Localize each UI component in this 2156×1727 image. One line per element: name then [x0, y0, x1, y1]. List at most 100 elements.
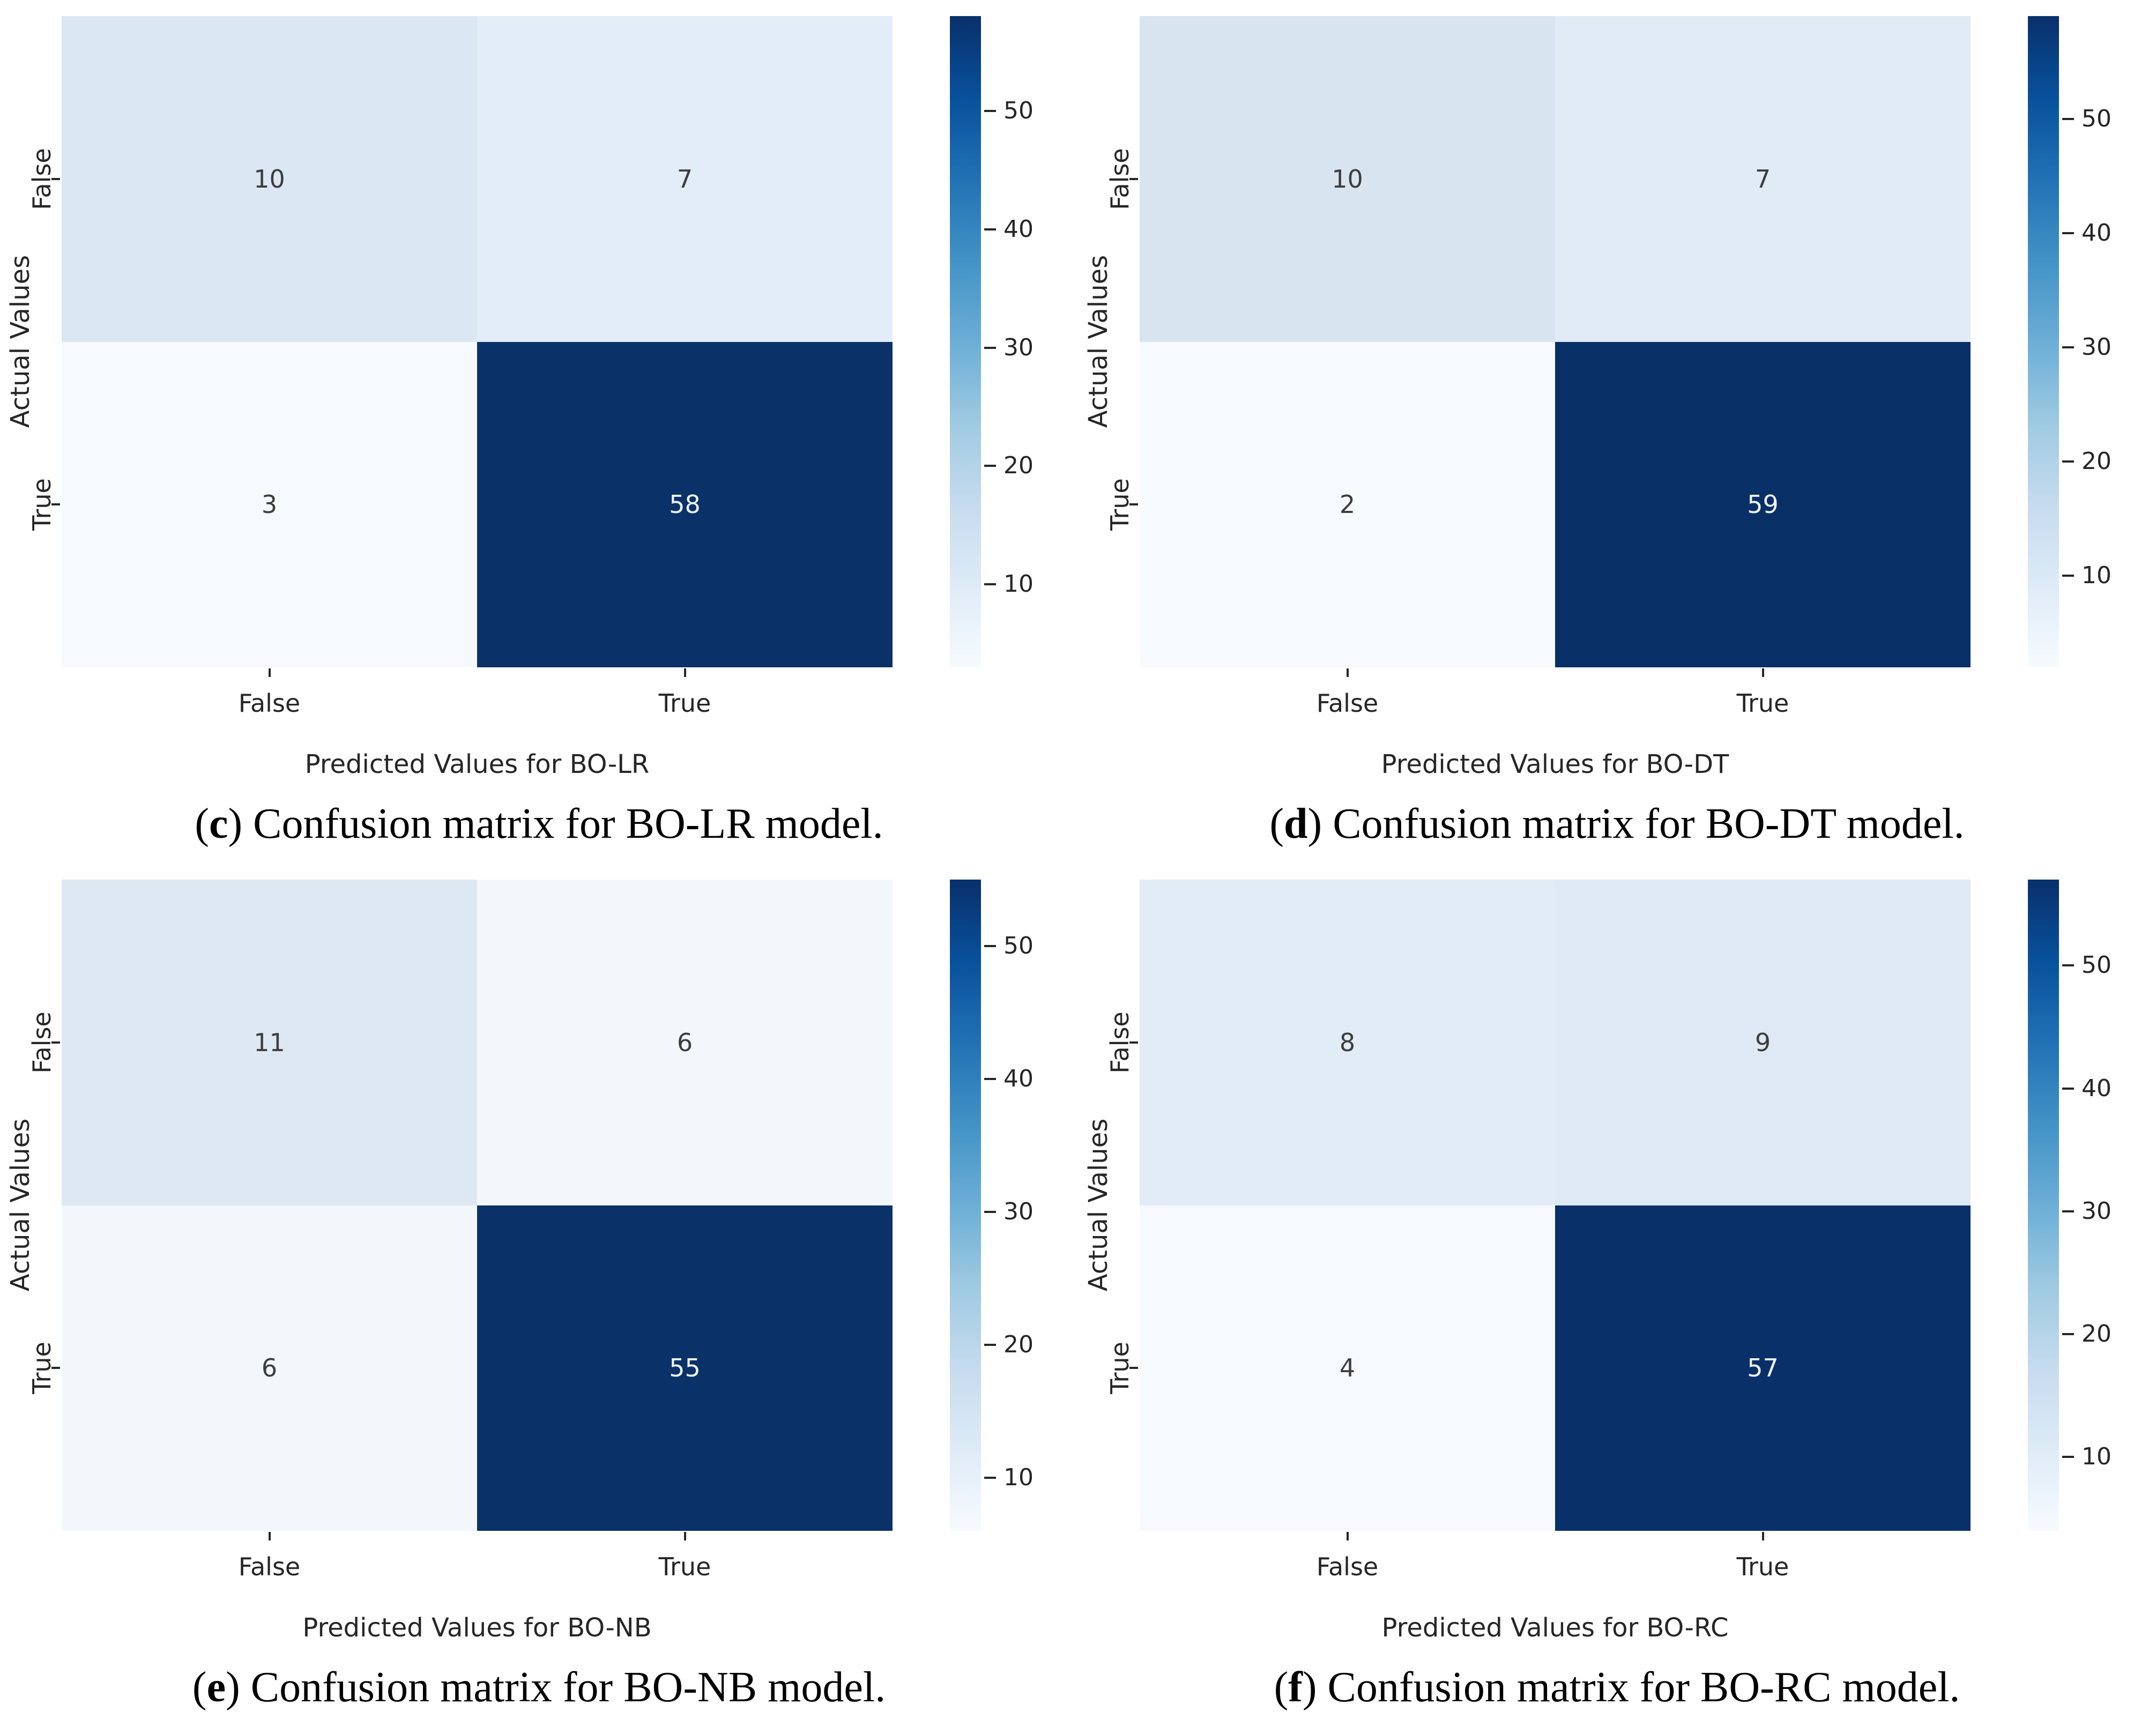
y-tick-mark — [1129, 503, 1138, 506]
y-tick-mark — [51, 177, 60, 180]
heatmap: 8 9 4 57 — [1140, 880, 1971, 1531]
colorbar-tick-label: 20 — [1003, 1330, 1034, 1358]
panel-caption: (d) Confusion matrix for BO-DT model. — [1269, 800, 1964, 848]
colorbar-tick-mark — [984, 1077, 996, 1080]
colorbar-tick-mark — [984, 1343, 996, 1346]
colorbar-tick-label: 10 — [1003, 1463, 1034, 1491]
caption-text: ) Confusion matrix for BO-NB model. — [226, 1664, 886, 1711]
caption-paren-open: ( — [195, 800, 210, 847]
colorbar-tick-mark — [984, 1476, 996, 1479]
heatmap-cell: 58 — [477, 341, 893, 667]
confusion-matrix-panel-e: Actual Values 11 6 6 55 Predicted Values fo… — [0, 863, 1078, 1727]
cell-value: 59 — [1747, 490, 1779, 519]
heatmap-cell: 7 — [477, 16, 893, 342]
heatmap-cell: 7 — [1555, 16, 1971, 342]
cell-value: 9 — [1754, 1028, 1771, 1057]
colorbar-tick-mark — [2062, 1210, 2074, 1212]
x-tick-mark — [268, 668, 271, 677]
heatmap-cell: 6 — [477, 880, 893, 1205]
heatmap: 10 7 3 58 — [62, 16, 893, 667]
heatmap-cell: 10 — [62, 16, 477, 342]
cell-value: 4 — [1339, 1353, 1356, 1383]
x-tick-label: False — [238, 689, 301, 718]
cell-value: 58 — [669, 490, 701, 519]
colorbar-tick-mark — [984, 583, 996, 586]
colorbar-tick-label: 20 — [2081, 448, 2112, 475]
colorbar-tick-label: 20 — [2081, 1320, 2112, 1348]
colorbar-tick-mark — [2062, 1333, 2074, 1336]
x-tick-mark — [1761, 668, 1764, 677]
heatmap-cell: 59 — [1555, 341, 1971, 667]
colorbar-tick-mark — [984, 346, 996, 349]
panel-caption: (e) Confusion matrix for BO-NB model. — [192, 1663, 886, 1712]
colorbar-tick-label: 30 — [1003, 1197, 1034, 1225]
colorbar-ticks: 10 20 30 40 50 — [2062, 16, 2153, 667]
y-tick-mark — [1129, 1041, 1138, 1044]
y-axis-label: Actual Values — [5, 255, 35, 428]
caption-paren-open: ( — [1269, 800, 1284, 847]
panel-caption: (c) Confusion matrix for BO-LR model. — [195, 800, 883, 848]
y-tick-mark — [51, 1041, 60, 1044]
colorbar-tick-mark — [984, 944, 996, 947]
panel-caption: (f) Confusion matrix for BO-RC model. — [1274, 1663, 1960, 1712]
cell-value: 2 — [1339, 490, 1356, 519]
colorbar-tick-mark — [984, 109, 996, 112]
cell-value: 55 — [669, 1353, 701, 1383]
heatmap: 11 6 6 55 — [62, 880, 893, 1531]
caption-letter: d — [1284, 800, 1308, 847]
colorbar-tick-mark — [2062, 964, 2074, 967]
caption-paren-open: ( — [192, 1664, 207, 1711]
x-axis-label: Predicted Values for BO-NB — [302, 1613, 652, 1643]
colorbar-tick-label: 40 — [1003, 1065, 1034, 1092]
x-axis-label: Predicted Values for BO-RC — [1381, 1613, 1729, 1643]
caption-text: ) Confusion matrix for BO-LR model. — [228, 800, 883, 847]
x-tick-label: True — [658, 1552, 711, 1581]
confusion-matrix-panel-c: Actual Values 10 7 3 58 Predicted Values fo… — [0, 0, 1078, 863]
colorbar-tick-label: 30 — [2081, 333, 2112, 361]
cell-value: 7 — [676, 164, 693, 193]
colorbar-tick-mark — [2062, 1456, 2074, 1458]
y-tick-mark — [1129, 1367, 1138, 1369]
colorbar-tick-label: 50 — [2081, 105, 2112, 132]
colorbar-tick-label: 20 — [1003, 452, 1034, 480]
x-tick-mark — [683, 668, 686, 677]
colorbar-tick-label: 50 — [1003, 96, 1034, 124]
x-tick-label: True — [1736, 689, 1789, 718]
colorbar — [950, 16, 981, 667]
cell-value: 6 — [261, 1353, 278, 1383]
caption-paren-open: ( — [1274, 1664, 1289, 1711]
y-tick-mark — [1129, 177, 1138, 180]
y-tick-mark — [51, 1367, 60, 1369]
colorbar-tick-label: 40 — [2081, 219, 2112, 247]
caption-text: ) Confusion matrix for BO-DT model. — [1307, 800, 1965, 847]
colorbar-tick-label: 50 — [2081, 951, 2112, 979]
heatmap-cell: 2 — [1140, 341, 1555, 667]
x-tick-label: False — [238, 1552, 301, 1581]
heatmap-cell: 57 — [1555, 1205, 1971, 1531]
cell-value: 3 — [261, 490, 278, 519]
colorbar-tick-mark — [2062, 232, 2074, 235]
caption-text: ) Confusion matrix for BO-RC model. — [1302, 1664, 1960, 1711]
heatmap-cell: 8 — [1140, 880, 1555, 1205]
x-tick-label: True — [1736, 1552, 1789, 1581]
heatmap-cell: 55 — [477, 1205, 893, 1531]
colorbar-tick-mark — [2062, 1087, 2074, 1090]
y-tick-mark — [51, 503, 60, 506]
colorbar-tick-label: 30 — [1003, 333, 1034, 361]
x-axis-label: Predicted Values for BO-LR — [304, 749, 650, 779]
x-tick-mark — [683, 1532, 686, 1540]
x-tick-label: False — [1316, 1552, 1379, 1581]
colorbar — [950, 880, 981, 1531]
colorbar-tick-mark — [2062, 346, 2074, 349]
cell-value: 10 — [1332, 164, 1363, 193]
colorbar-tick-mark — [2062, 117, 2074, 120]
x-tick-mark — [268, 1532, 271, 1540]
heatmap-cell: 6 — [62, 1205, 477, 1531]
colorbar-tick-label: 40 — [2081, 1074, 2112, 1102]
colorbar-ticks: 10 20 30 40 50 — [984, 16, 1075, 667]
heatmap: 10 7 2 59 — [1140, 16, 1971, 667]
caption-letter: c — [209, 800, 228, 847]
caption-letter: e — [206, 1664, 226, 1711]
heatmap-cell: 3 — [62, 341, 477, 667]
colorbar-tick-label: 40 — [1003, 215, 1034, 243]
